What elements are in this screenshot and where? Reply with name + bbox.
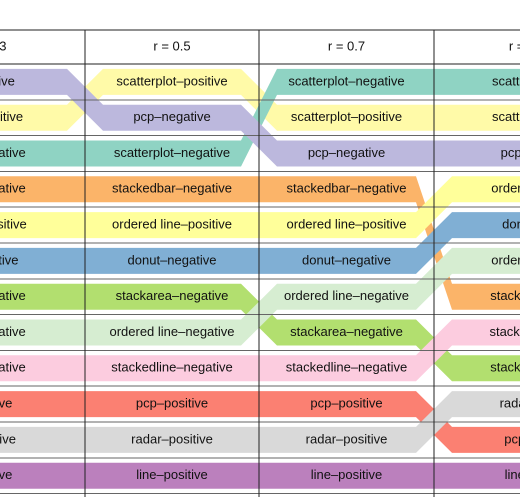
cell-label: radar–positive xyxy=(131,431,213,446)
cell-label: stackarea–negative xyxy=(290,324,403,339)
cell-label: scatterplot–positive xyxy=(291,109,402,124)
column-header: r = 0.5 xyxy=(153,38,190,53)
cell-label: radar–positive xyxy=(306,431,388,446)
cell-label: –negative xyxy=(0,360,26,375)
series-band-scatterplot-negative xyxy=(0,68,520,167)
cell-label: ordered line–negative xyxy=(109,324,234,339)
series-band-stackarea-negative xyxy=(0,283,520,382)
cell-label: –positive xyxy=(0,109,23,124)
series-band-donut-negative xyxy=(0,212,520,274)
series-band-ordered-line-negative xyxy=(0,247,520,346)
cell-label: sitive xyxy=(0,396,12,411)
cell-label: radar–p xyxy=(500,396,520,411)
cell-label: pcp–negative xyxy=(133,109,210,124)
cell-label: scatterplot–negative xyxy=(288,73,404,88)
series-band-pcp-negative xyxy=(0,68,520,167)
cell-label: pcp–negative xyxy=(308,145,385,160)
cell-label: scatterplot xyxy=(492,73,520,88)
series-band-ordered-line-positive xyxy=(0,176,520,239)
cell-label: scatterplot xyxy=(492,109,520,124)
cell-label: line–positive xyxy=(136,467,208,482)
cell-label: stackedline–negative xyxy=(286,360,407,375)
cell-label: stackedline–negative xyxy=(111,360,232,375)
table-header: 0.3 r = 0.5 r = 0.7 r = 0 xyxy=(0,38,520,53)
cell-label: stackedbar xyxy=(490,288,520,303)
cell-label: ositive xyxy=(0,431,16,446)
cell-label: egative xyxy=(0,252,18,267)
cell-label: –negative xyxy=(0,145,26,160)
cell-label: donut– xyxy=(502,217,520,232)
cell-label: stackarea–negative xyxy=(116,288,229,303)
cell-label: donut–negative xyxy=(128,252,217,267)
series-band-pcp-positive xyxy=(0,391,520,453)
cell-label: pcp–p xyxy=(504,431,520,446)
series-band-stackedline-negative xyxy=(0,319,520,382)
table-grid xyxy=(0,29,520,497)
cell-label: ordered lin xyxy=(491,181,520,196)
cell-label: –negative xyxy=(0,288,26,303)
cell-label: stackedline xyxy=(489,324,520,339)
cell-label: pcp–positive xyxy=(136,396,208,411)
series-band-line-positive xyxy=(0,462,520,489)
column-header: 0.3 xyxy=(0,38,7,53)
cell-label: ordered line–negative xyxy=(284,288,409,303)
column-header: r = 0 xyxy=(509,38,520,53)
cell-label: sitive xyxy=(0,467,12,482)
cell-label: stackedbar–negative xyxy=(112,181,232,196)
cell-label: pcp–positive xyxy=(310,396,382,411)
cell-label: stackarea– xyxy=(490,360,520,375)
cell-label: ordered line–positive xyxy=(287,217,407,232)
cell-label: line–positive xyxy=(311,467,383,482)
cell-label: line–p xyxy=(505,467,520,482)
table-cells: gativescatterplot–positivescatterplot–ne… xyxy=(0,73,520,482)
column-header: r = 0.7 xyxy=(328,38,365,53)
cell-label: scatterplot–positive xyxy=(116,73,227,88)
ranking-bands xyxy=(0,68,520,489)
cell-label: scatterplot–negative xyxy=(114,145,230,160)
cell-label: ordered line–positive xyxy=(112,217,232,232)
cell-label: pcp–ne xyxy=(501,145,520,160)
cell-label: stackedbar–negative xyxy=(287,181,407,196)
cell-label: gative xyxy=(0,73,15,88)
series-band-stackedbar-negative xyxy=(0,176,520,310)
cell-label: –negative xyxy=(0,324,26,339)
cell-label: ordered lin xyxy=(491,252,520,267)
cell-label: donut–negative xyxy=(302,252,391,267)
cell-label: e–positive xyxy=(0,217,27,232)
series-band-radar-positive xyxy=(0,391,520,453)
cell-label: –negative xyxy=(0,181,26,196)
